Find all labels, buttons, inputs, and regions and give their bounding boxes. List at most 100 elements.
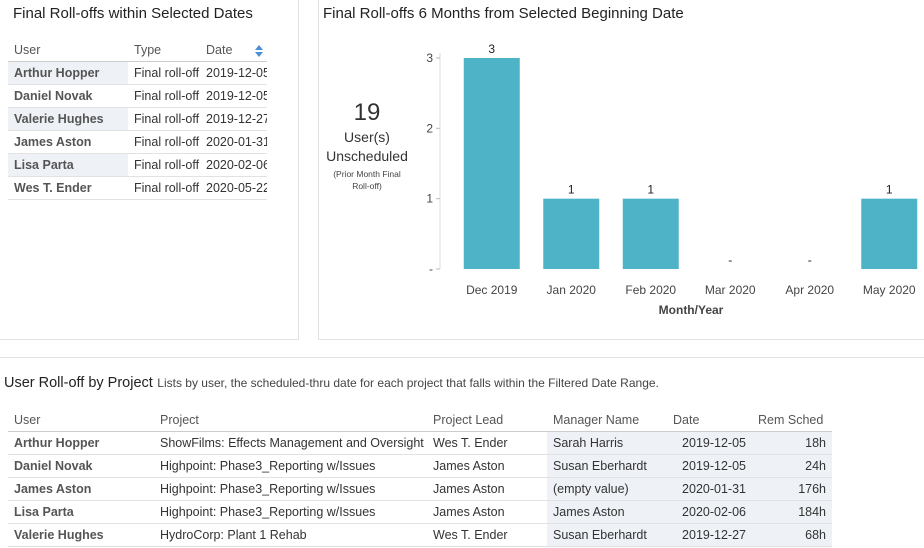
y-tick-label: 3 (426, 51, 433, 65)
value-label: - (728, 253, 732, 267)
cell: Highpoint: Phase3_Reporting w/Issues (154, 500, 427, 524)
x-tick-label: May 2020 (863, 283, 916, 297)
value-label: 3 (488, 42, 495, 56)
table: User Type Date Arthur Hopper Final roll-off 2… (8, 39, 267, 200)
bar (543, 198, 600, 269)
cell: 2020-01-31 (200, 130, 267, 154)
x-tick-label: Dec 2019 (466, 283, 518, 297)
panel-divider (0, 357, 924, 358)
column-header: User (8, 39, 128, 62)
column-header: User (8, 409, 154, 432)
value-label: 1 (647, 183, 654, 197)
chart: - 1 2 3 3 Dec 2019 1 Jan 2020 1 Feb 2020 - Mar 2020… (426, 42, 918, 317)
cell: James Aston (547, 500, 667, 524)
column-header: Date (200, 39, 267, 62)
value-label: 1 (568, 183, 575, 197)
x-tick-label: Feb 2020 (625, 283, 676, 297)
user-cell: Arthur Hopper (8, 431, 154, 455)
cell: Final roll-off (128, 130, 200, 154)
cell: 2020-02-06 (667, 500, 752, 524)
column-header: Type (128, 39, 200, 62)
cell: Sarah Harris (547, 431, 667, 455)
cell: 2019-12-05 (200, 84, 267, 108)
bottom-subtitle: Lists by user, the scheduled-thru date f… (157, 376, 659, 390)
cell: Final roll-off (128, 61, 200, 85)
cell: James Aston (427, 500, 547, 524)
user-cell: James Aston (8, 477, 154, 501)
kpi-value: 19 (353, 99, 381, 126)
cell: HydroCorp: Plant 1 Rehab (154, 523, 427, 547)
user-cell: Daniel Novak (8, 84, 128, 108)
table-row: James Aston Highpoint: Phase3_Reporting w… (8, 477, 832, 501)
cell: 2020-05-22 (200, 176, 267, 200)
cell: Susan Eberhardt (547, 454, 667, 478)
user-cell: Valerie Hughes (8, 107, 128, 131)
table-row: Lisa Parta Final roll-off 2020-02-06 (8, 153, 267, 177)
table-row: Arthur Hopper ShowFilms: Effects Manageme… (8, 431, 832, 455)
bottom-title: User Roll-off by Project (4, 375, 153, 391)
header-row: User Project Project Lead Manager Name Date R… (8, 409, 832, 432)
cell: Final roll-off (128, 176, 200, 200)
column-header: Manager Name (547, 409, 667, 432)
bottom-heading: User Roll-off by Project Lists by user, … (4, 374, 659, 392)
y-tick-label: 1 (426, 192, 433, 206)
cell: 2020-01-31 (667, 477, 752, 501)
left-table-wrap: User Type Date Arthur Hopper Final roll-off 2… (8, 39, 267, 200)
table-row: Wes T. Ender Final roll-off 2020-05-22 (8, 176, 267, 200)
cell: Wes T. Ender (427, 431, 547, 455)
user-cell: James Aston (8, 130, 128, 154)
y-tick-label: - (429, 262, 433, 276)
y-tick-label: 2 (426, 121, 433, 135)
cell: Wes T. Ender (427, 523, 547, 547)
cell: 184h (752, 500, 832, 524)
cell: ShowFilms: Effects Management and Oversi… (154, 431, 427, 455)
column-header: Project (154, 409, 427, 432)
chart-title: Final Roll-offs 6 Months from Selected B… (323, 5, 684, 22)
left-title: Final Roll-offs within Selected Dates (13, 5, 253, 22)
cell: 2019-12-05 (667, 431, 752, 455)
cell: 18h (752, 431, 832, 455)
panel-divider (298, 0, 299, 340)
table-row: Daniel Novak Final roll-off 2019-12-05 (8, 84, 267, 108)
kpi-note-line: Roll-off) (352, 181, 382, 191)
user-cell: Lisa Parta (8, 153, 128, 177)
user-cell: Wes T. Ender (8, 176, 128, 200)
user-cell: Valerie Hughes (8, 523, 154, 547)
cell: 176h (752, 477, 832, 501)
cell: Final roll-off (128, 107, 200, 131)
kpi-label-line: Unscheduled (326, 148, 408, 164)
kpi-label-line: User(s) (344, 129, 390, 145)
panel-divider (318, 0, 319, 340)
user-cell: Daniel Novak (8, 454, 154, 478)
cell: 2019-12-05 (200, 61, 267, 85)
cell: James Aston (427, 477, 547, 501)
x-axis-label: Month/Year (659, 303, 724, 317)
kpi-note-line: (Prior Month Final (333, 169, 401, 179)
bar (463, 58, 520, 269)
column-header: Date (667, 409, 752, 432)
cell: James Aston (427, 454, 547, 478)
panel-divider (0, 339, 298, 340)
table-row: Arthur Hopper Final roll-off 2019-12-05 (8, 61, 267, 85)
kpi-label: User(s) Unscheduled (318, 128, 416, 166)
user-cell: Lisa Parta (8, 500, 154, 524)
cell: Final roll-off (128, 153, 200, 177)
sort-icon[interactable] (253, 44, 265, 58)
table-row: Daniel Novak Highpoint: Phase3_Reporting … (8, 454, 832, 478)
kpi-note: (Prior Month Final Roll-off) (318, 168, 416, 192)
cell: 2019-12-27 (200, 107, 267, 131)
cell: 2019-12-05 (667, 454, 752, 478)
cell: 24h (752, 454, 832, 478)
table-row: Valerie Hughes Final roll-off 2019-12-27 (8, 107, 267, 131)
panel-divider (318, 339, 924, 340)
bar (622, 198, 679, 269)
table: User Project Project Lead Manager Name Date R… (8, 409, 832, 547)
header-row: User Type Date (8, 39, 267, 62)
cell: 68h (752, 523, 832, 547)
x-tick-label: Apr 2020 (785, 283, 834, 297)
x-tick-label: Mar 2020 (705, 283, 756, 297)
x-tick-label: Jan 2020 (547, 283, 597, 297)
cell: Highpoint: Phase3_Reporting w/Issues (154, 454, 427, 478)
user-cell: Arthur Hopper (8, 61, 128, 85)
kpi: 19 User(s) Unscheduled (Prior Month Final… (318, 98, 416, 192)
